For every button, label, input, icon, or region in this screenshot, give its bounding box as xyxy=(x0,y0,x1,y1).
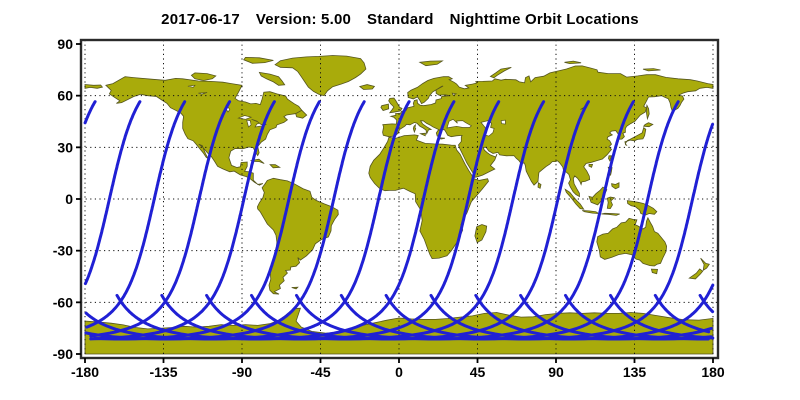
graticule xyxy=(81,40,718,358)
orbit-track xyxy=(115,100,456,341)
orbit-track xyxy=(83,100,97,125)
y-tick-label: 60 xyxy=(57,88,73,104)
landmass xyxy=(537,182,542,189)
orbit-track xyxy=(85,100,187,329)
landmass xyxy=(596,216,668,267)
x-tick-label: -135 xyxy=(149,364,177,380)
landmass xyxy=(582,210,601,214)
y-tick-label: 0 xyxy=(65,191,73,207)
landmass xyxy=(388,97,403,114)
title-main: Nighttime Orbit Locations xyxy=(449,11,639,28)
landmass xyxy=(380,103,390,111)
orbit-track xyxy=(205,100,546,341)
y-tick-label: 90 xyxy=(57,36,73,52)
landmass xyxy=(650,268,658,275)
title-date: 2017-06-17 xyxy=(161,11,240,28)
orbit-track xyxy=(384,122,715,341)
landmass xyxy=(588,164,594,168)
landmass xyxy=(358,84,376,90)
orbit-track xyxy=(295,100,635,341)
x-tick-label: 0 xyxy=(395,364,403,380)
y-tick-label: 30 xyxy=(57,139,73,155)
landmass xyxy=(419,132,426,137)
x-tick-label: 90 xyxy=(548,364,564,380)
orbit-track xyxy=(92,100,321,341)
axis-tick-labels: -180 -135 -90 -45 0 45 90 135 180 90 60 30 0 -30 -60 -9… xyxy=(53,36,725,380)
x-tick-label: -90 xyxy=(232,364,252,380)
landmass xyxy=(642,68,661,72)
orbit-track xyxy=(84,100,366,341)
landmass xyxy=(642,122,654,128)
landmass xyxy=(291,286,299,290)
landmass xyxy=(274,55,367,97)
lake xyxy=(246,119,252,128)
y-tick-label: -60 xyxy=(53,294,73,310)
landmass xyxy=(84,84,104,89)
landmass xyxy=(564,60,582,65)
landmass xyxy=(606,196,616,210)
lake xyxy=(500,119,506,125)
landmass xyxy=(564,188,585,210)
figure-title: 2017-06-17 Version: 5.00 Standard Nightt… xyxy=(0,11,800,28)
landmass xyxy=(105,76,303,186)
landmass xyxy=(624,127,647,147)
y-tick-label: -30 xyxy=(53,243,73,259)
lake xyxy=(187,84,196,88)
landmass xyxy=(489,67,512,79)
landmass xyxy=(190,72,217,81)
lake xyxy=(446,118,472,129)
orbit-track xyxy=(160,100,501,341)
landmass xyxy=(382,65,714,198)
landmass xyxy=(626,200,658,216)
x-tick-label: 45 xyxy=(470,364,486,380)
landmass xyxy=(412,123,417,134)
landmass xyxy=(295,109,308,119)
orbit-track xyxy=(250,100,590,341)
landmass xyxy=(243,56,274,64)
title-standard: Standard xyxy=(367,11,434,28)
axis-ticks xyxy=(76,43,714,363)
landmass xyxy=(611,182,620,190)
landmass xyxy=(258,71,286,86)
landmass xyxy=(474,224,488,244)
orbit-track xyxy=(519,293,713,341)
orbit-track xyxy=(609,293,715,340)
x-tick-label: 180 xyxy=(701,364,725,380)
lake xyxy=(451,92,458,96)
landmass xyxy=(439,137,445,140)
landmass xyxy=(588,186,608,206)
x-tick-label: -45 xyxy=(310,364,330,380)
landmass xyxy=(269,164,281,169)
landmass xyxy=(700,257,710,272)
landmass xyxy=(418,60,444,67)
y-tick-label: -90 xyxy=(53,346,73,362)
landmass xyxy=(646,103,650,121)
landmass xyxy=(601,212,620,216)
orbit-track xyxy=(83,100,142,286)
orbit-track xyxy=(89,100,276,341)
x-tick-label: 135 xyxy=(623,364,647,380)
orbit-tracks xyxy=(83,100,715,341)
orbit-track xyxy=(698,293,715,314)
title-version: Version: 5.00 xyxy=(255,11,352,28)
x-tick-label: -180 xyxy=(71,364,99,380)
landmass xyxy=(256,177,339,295)
lake xyxy=(198,92,208,95)
landmass xyxy=(608,155,613,162)
landmass xyxy=(688,268,704,280)
orbit-track xyxy=(339,100,680,341)
